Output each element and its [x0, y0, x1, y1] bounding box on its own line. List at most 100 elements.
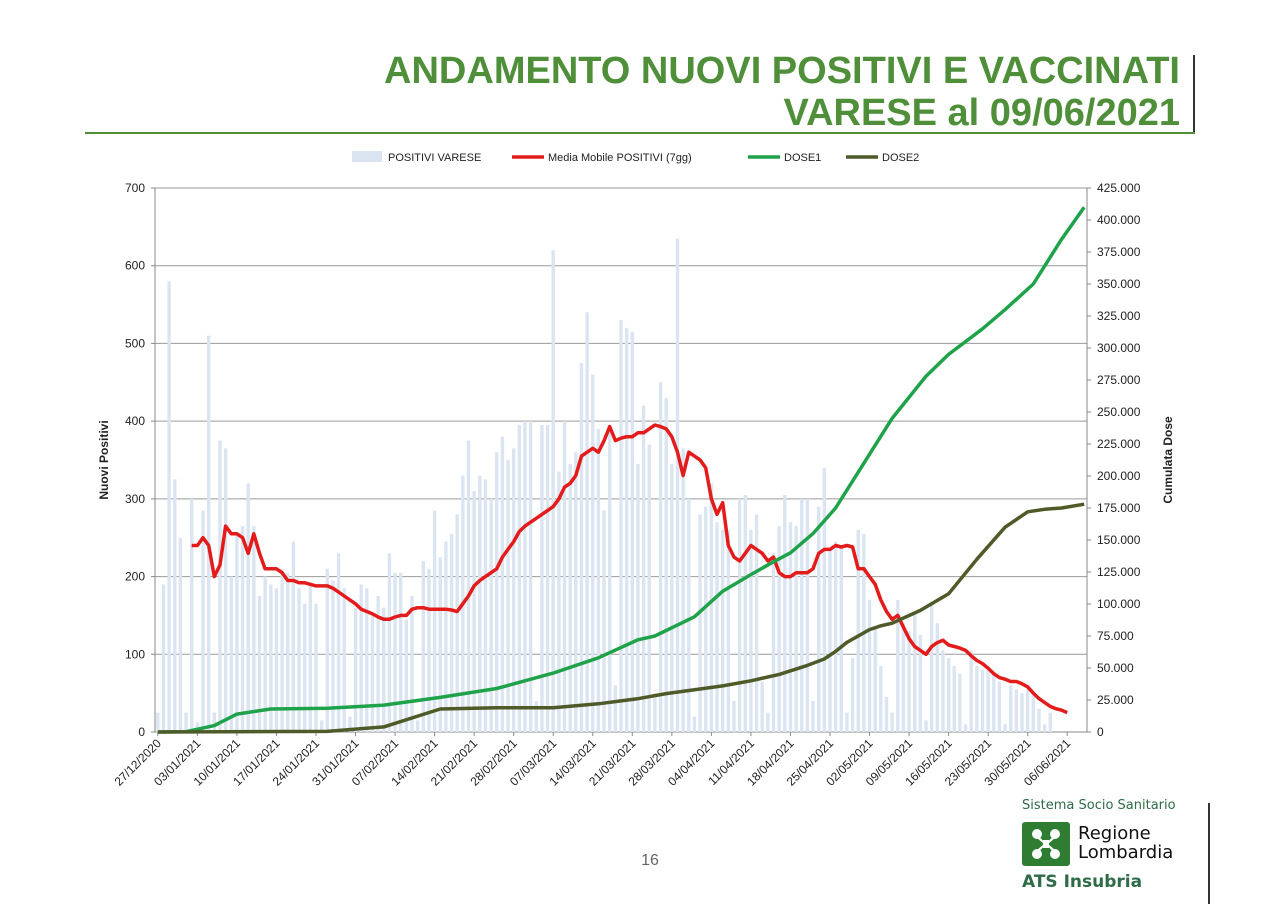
bar-positivi [302, 603, 307, 732]
bar-positivi [178, 537, 183, 732]
bar-positivi [670, 463, 674, 732]
y2-tick-label: 375.000 [1097, 245, 1141, 259]
bar-positivi [274, 588, 279, 732]
bar-positivi [1025, 689, 1030, 732]
y-tick-label: 400 [125, 414, 145, 428]
bar-positivi [992, 673, 996, 732]
bar-positivi [715, 522, 719, 732]
bar-positivi [167, 281, 171, 732]
y2-tick-label: 400.000 [1097, 213, 1141, 227]
bar-positivi [404, 619, 409, 732]
logo-system-text: Sistema Socio Sanitario [1022, 798, 1176, 813]
bar-positivi [359, 584, 363, 732]
logo-agency: ATS Insubria [1022, 872, 1143, 892]
title-horizontal-rule [85, 132, 1195, 134]
bar-positivi [624, 327, 629, 732]
bar-positivi [545, 425, 550, 732]
legend-label: DOSE1 [784, 152, 821, 164]
bar-positivi [800, 498, 804, 732]
bar-positivi [918, 634, 923, 732]
bar-positivi [873, 627, 877, 732]
bar-positivi [342, 588, 346, 732]
bar-positivi [156, 712, 160, 732]
bar-positivi [432, 510, 437, 732]
bar-positivi [229, 576, 233, 732]
y2-tick-label: 425.000 [1097, 181, 1141, 195]
y2-tick-label: 250.000 [1097, 405, 1141, 419]
y2-tick-label: 275.000 [1097, 373, 1141, 387]
bar-positivi [805, 498, 810, 732]
bar-positivi [986, 669, 990, 732]
y-tick-label: 500 [125, 336, 145, 350]
y2-tick-label: 25.000 [1097, 693, 1134, 707]
bar-positivi [557, 471, 561, 732]
bar-positivi [472, 491, 476, 732]
bar-positivi [602, 510, 606, 732]
y2-tick-label: 300.000 [1097, 341, 1141, 355]
bar-positivi [975, 665, 979, 732]
bar-positivi [517, 425, 522, 732]
y2-tick-label: 125.000 [1097, 565, 1141, 579]
y-axis-title: Nuovi Positivi [97, 420, 111, 499]
logo-region-line2: Lombardia [1078, 842, 1174, 863]
logo-region-line1: Regione [1078, 823, 1151, 844]
bar-positivi [173, 479, 177, 732]
bar-positivi [822, 467, 827, 732]
bar-positivi [523, 421, 527, 732]
bar-positivi [1003, 724, 1007, 732]
bar-positivi [319, 720, 324, 732]
bar-positivi [890, 712, 894, 732]
bar-positivi [896, 599, 900, 732]
bar-positivi [286, 572, 290, 732]
legend-swatch [352, 151, 382, 162]
y2-tick-label: 225.000 [1097, 437, 1141, 451]
y2-tick-label: 175.000 [1097, 501, 1141, 515]
bar-positivi [608, 425, 612, 732]
bar-positivi [421, 561, 425, 732]
bar-positivi [647, 444, 651, 732]
bar-positivi [387, 553, 392, 732]
bar-positivi [1014, 689, 1019, 732]
bar-positivi [336, 553, 341, 732]
bar-positivi [257, 596, 262, 732]
footer-vertical-rule [1208, 803, 1210, 904]
bar-positivi [568, 463, 572, 732]
bar-positivi [692, 716, 697, 732]
bar-positivi [997, 681, 1002, 732]
bar-positivi [709, 483, 714, 732]
bar-positivi [393, 572, 397, 732]
y-tick-label: 0 [138, 725, 145, 739]
bar-positivi [427, 568, 431, 732]
bar-positivi [737, 498, 742, 732]
bar-positivi [720, 529, 725, 732]
bar-positivi [630, 331, 634, 732]
bar-positivi [579, 362, 584, 732]
bar-positivi [212, 712, 217, 732]
regione-lombardia-logo: Sistema Socio Sanitario Regione Lombardi… [1022, 798, 1202, 898]
bar-positivi [235, 533, 239, 732]
bar-positivi [218, 440, 222, 732]
bar-positivi [370, 615, 375, 732]
bar-positivi [551, 250, 555, 732]
bar-positivi [924, 720, 928, 732]
bar-positivi [884, 697, 889, 732]
bar-positivi [613, 685, 618, 732]
bar-positivi [562, 421, 567, 732]
bar-positivi [929, 603, 934, 732]
bar-positivi [415, 720, 420, 732]
bar-positivi [314, 603, 318, 732]
y-tick-label: 300 [125, 492, 145, 506]
bar-positivi [269, 584, 273, 732]
bar-positivi [500, 436, 505, 732]
y-tick-label: 700 [125, 181, 145, 195]
bar-positivi [489, 498, 493, 732]
bar-positivi [839, 547, 843, 732]
bar-positivi [574, 452, 578, 732]
bar-positivi [698, 514, 702, 732]
bar-positivi [980, 669, 985, 732]
slide-title: ANDAMENTO NUOVI POSITIVI E VACCINATI VAR… [384, 50, 1180, 134]
bar-positivi [641, 405, 646, 732]
bar-positivi [958, 673, 962, 732]
bar-positivi [495, 452, 499, 732]
bar-positivi [206, 335, 211, 732]
